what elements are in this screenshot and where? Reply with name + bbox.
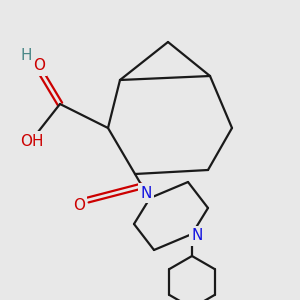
Text: N: N bbox=[140, 185, 152, 200]
Text: O: O bbox=[33, 58, 45, 74]
Text: OH: OH bbox=[20, 134, 44, 148]
Text: H: H bbox=[20, 49, 32, 64]
Text: N: N bbox=[191, 229, 203, 244]
Text: O: O bbox=[73, 199, 85, 214]
